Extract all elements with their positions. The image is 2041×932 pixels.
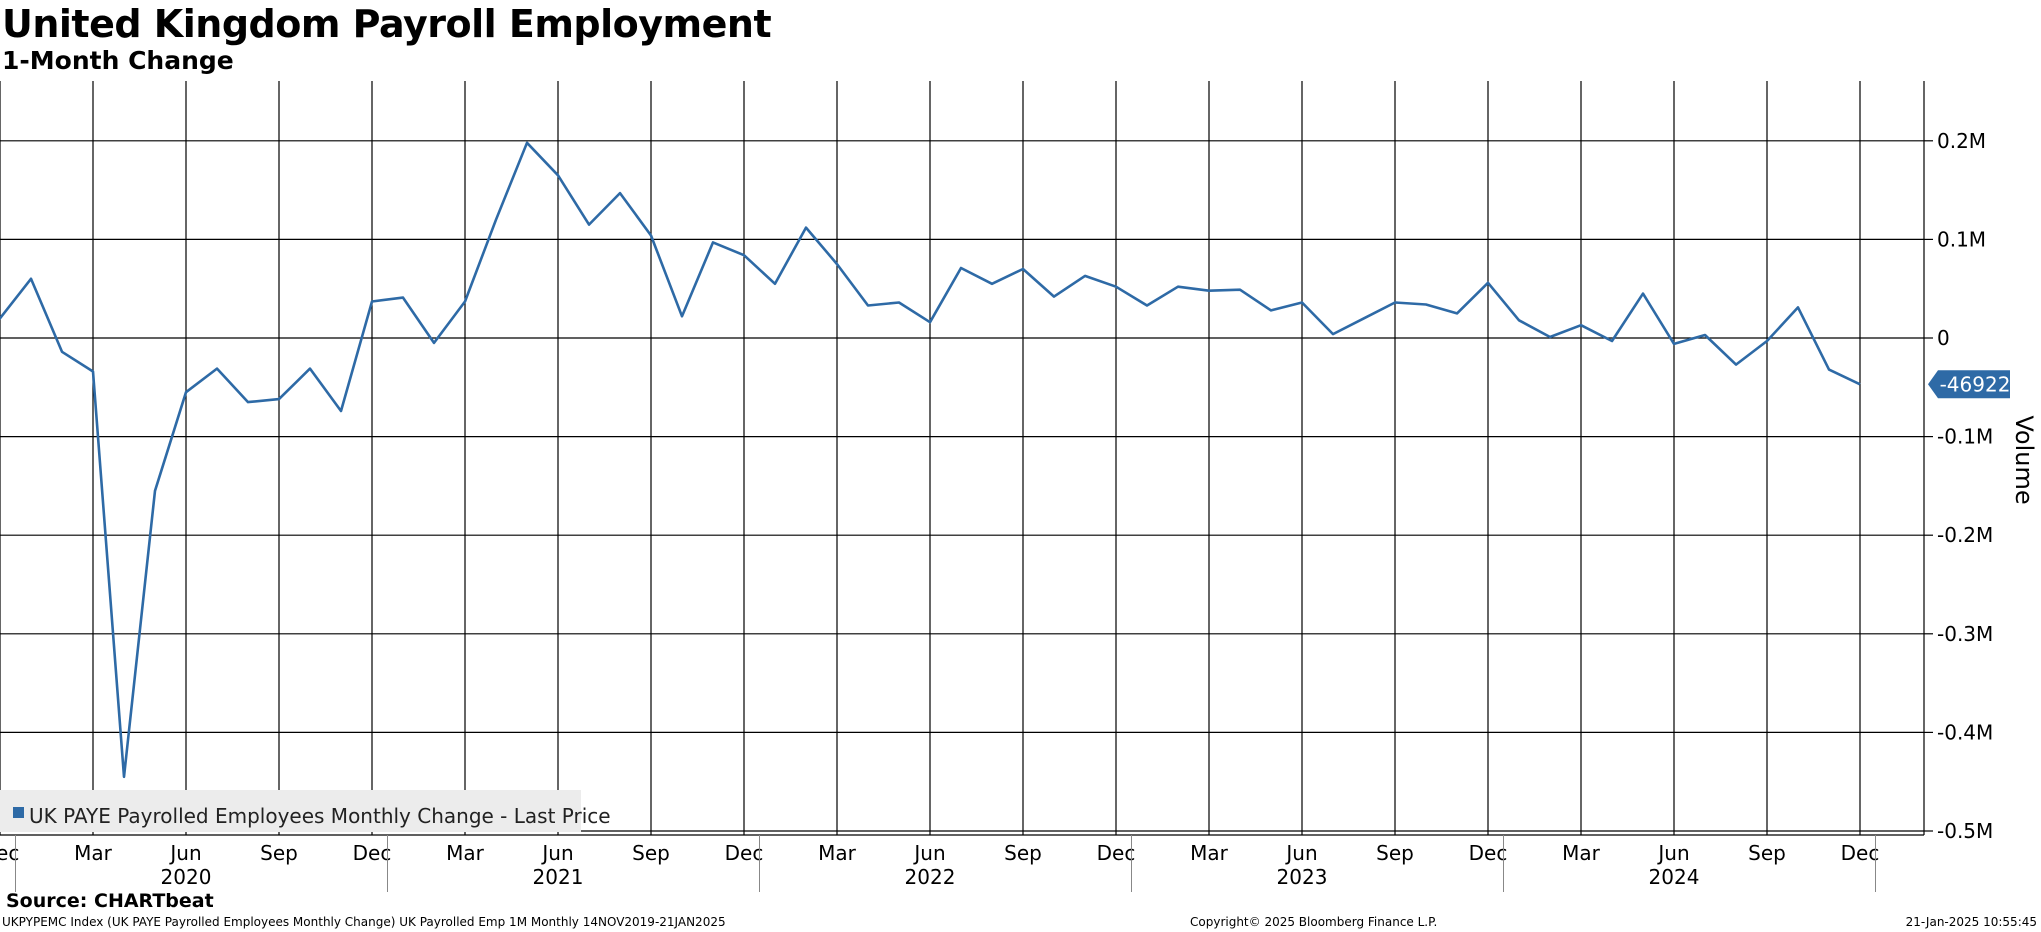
x-month-label: Jun [1656,841,1689,865]
x-month-label: Dec [1097,841,1136,865]
y-tick-label: -0.2M [1937,523,1993,547]
footer-description: UKPYPEMC Index (UK PAYE Payrolled Employ… [2,915,726,929]
y-tick-label: -0.1M [1937,425,1993,449]
last-value-callout: -46922 [1928,370,2011,399]
y-tick-label: -0.5M [1937,819,1993,843]
x-month-label: Mar [1562,841,1601,865]
y-tick-label: 0.1M [1937,227,1986,251]
legend: UK PAYE Payrolled Employees Monthly Chan… [0,790,611,832]
series-line [0,141,1861,779]
x-month-label: Mar [74,841,113,865]
x-month-label: Sep [1376,841,1414,865]
series-layer [0,141,1861,779]
x-month-label: Sep [1004,841,1042,865]
x-year-label: 2022 [905,865,956,889]
x-month-label: Dec [1469,841,1508,865]
x-year-label: 2024 [1649,865,1700,889]
x-year-label: 2023 [1277,865,1328,889]
y-axis-title: Volume [2010,415,2038,504]
x-year-label: 2021 [533,865,584,889]
y-tick-label: -0.4M [1937,720,1993,744]
axes: 0.2M 0.1M 0 -0.1M -0.2M -0.3M -0.4M -0.5M Dec Mar… [0,81,2038,892]
y-tick-label: 0.2M [1937,129,1986,153]
x-month-label: Jun [540,841,573,865]
x-month-label: Sep [632,841,670,865]
last-value-box [1928,370,2010,399]
x-month-label: Sep [1748,841,1786,865]
x-month-label: Dec [353,841,392,865]
chart-subtitle: 1-Month Change [2,46,234,75]
x-month-label: Dec [1841,841,1880,865]
footer-timestamp: 21-Jan-2025 10:55:45 [1905,915,2037,929]
legend-label: UK PAYE Payrolled Employees Monthly Chan… [29,804,611,828]
x-month-label: Mar [818,841,857,865]
x-month-label: Mar [1190,841,1229,865]
x-month-label: Jun [1284,841,1317,865]
y-tick-label: 0 [1937,326,1950,350]
x-month-label: Jun [912,841,945,865]
gridlines [0,81,1924,835]
x-year-label: 2020 [161,865,212,889]
x-month-label: Dec [725,841,764,865]
legend-swatch [13,807,24,818]
legend-background [0,790,581,832]
x-month-label: Mar [446,841,485,865]
last-value-label: -46922 [1940,372,2011,396]
footer-copyright: Copyright© 2025 Bloomberg Finance L.P. [1190,915,1438,929]
x-month-label: Dec [0,841,19,865]
chart-title: United Kingdom Payroll Employment [2,2,772,46]
source-note: Source: CHARTbeat [6,890,214,912]
x-month-label: Jun [168,841,201,865]
x-month-label: Sep [260,841,298,865]
y-tick-label: -0.3M [1937,622,1993,646]
